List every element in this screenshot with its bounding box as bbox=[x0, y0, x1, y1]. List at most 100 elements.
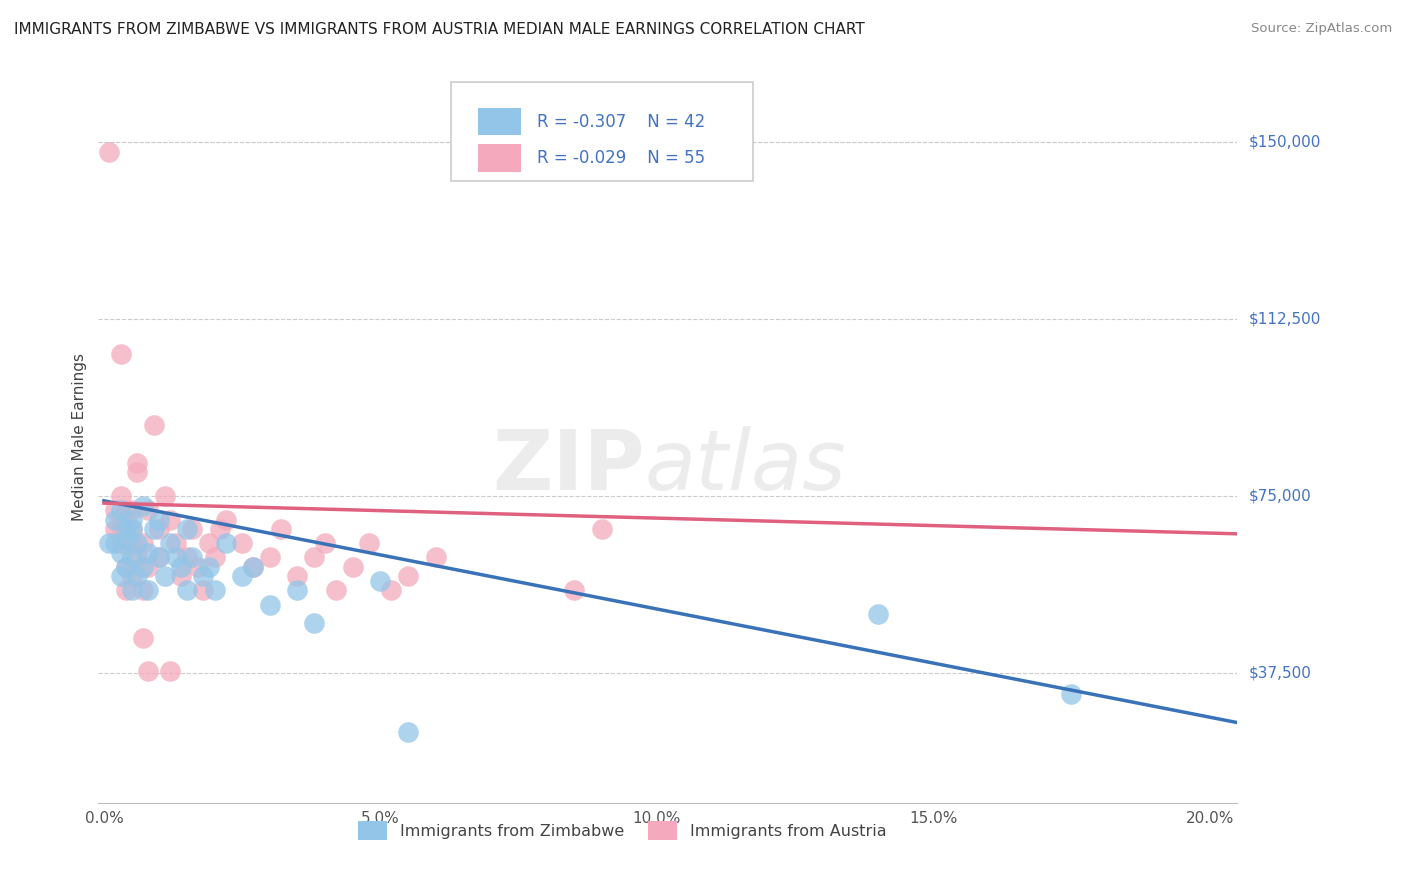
Text: ZIP: ZIP bbox=[492, 425, 645, 507]
Point bbox=[380, 583, 402, 598]
Point bbox=[231, 569, 253, 583]
Point bbox=[136, 546, 159, 560]
Point bbox=[110, 347, 132, 361]
Point bbox=[115, 532, 138, 546]
Point bbox=[562, 583, 585, 598]
Point bbox=[198, 559, 221, 574]
Y-axis label: Median Male Earnings: Median Male Earnings bbox=[72, 353, 87, 521]
Text: $75,000: $75,000 bbox=[1249, 489, 1310, 504]
Point bbox=[98, 536, 121, 550]
Point bbox=[159, 664, 181, 678]
Point bbox=[131, 499, 153, 513]
Point bbox=[259, 598, 281, 612]
Point bbox=[110, 522, 132, 536]
Point bbox=[370, 574, 392, 588]
Point bbox=[131, 536, 153, 550]
Point bbox=[214, 536, 236, 550]
Point bbox=[325, 583, 347, 598]
Point bbox=[159, 536, 181, 550]
Point bbox=[104, 513, 127, 527]
Point bbox=[110, 503, 132, 517]
Point bbox=[425, 550, 447, 565]
Point bbox=[204, 583, 226, 598]
Point bbox=[115, 583, 138, 598]
Point bbox=[187, 559, 209, 574]
Point bbox=[866, 607, 889, 621]
Point bbox=[136, 503, 159, 517]
Point bbox=[148, 550, 170, 565]
Point bbox=[110, 569, 132, 583]
Point bbox=[1060, 687, 1083, 701]
Point bbox=[121, 513, 143, 527]
Point bbox=[302, 550, 325, 565]
Point bbox=[127, 466, 149, 480]
Point bbox=[110, 536, 132, 550]
Point bbox=[121, 550, 143, 565]
Point bbox=[110, 546, 132, 560]
Point bbox=[176, 583, 198, 598]
Point bbox=[104, 503, 127, 517]
Point bbox=[142, 418, 165, 433]
Point bbox=[131, 559, 153, 574]
Point bbox=[121, 583, 143, 598]
Point bbox=[396, 569, 419, 583]
Point bbox=[131, 583, 153, 598]
Point bbox=[259, 550, 281, 565]
Point bbox=[287, 583, 309, 598]
Point bbox=[136, 583, 159, 598]
Point bbox=[115, 559, 138, 574]
Point bbox=[209, 522, 232, 536]
Point bbox=[591, 522, 613, 536]
Text: Source: ZipAtlas.com: Source: ZipAtlas.com bbox=[1251, 22, 1392, 36]
Point bbox=[148, 513, 170, 527]
Point bbox=[287, 569, 309, 583]
Point bbox=[153, 569, 176, 583]
Point bbox=[181, 550, 204, 565]
Point bbox=[115, 559, 138, 574]
Point bbox=[127, 569, 149, 583]
Point bbox=[176, 522, 198, 536]
Bar bbox=[478, 145, 522, 172]
Point bbox=[159, 513, 181, 527]
Point bbox=[148, 550, 170, 565]
Point bbox=[148, 522, 170, 536]
Point bbox=[121, 569, 143, 583]
Point bbox=[359, 536, 381, 550]
Point bbox=[193, 583, 215, 598]
FancyBboxPatch shape bbox=[451, 82, 754, 181]
Point bbox=[314, 536, 336, 550]
Point bbox=[165, 550, 187, 565]
Text: atlas: atlas bbox=[645, 425, 846, 507]
Point bbox=[231, 536, 253, 550]
Point bbox=[121, 536, 143, 550]
Legend: Immigrants from Zimbabwe, Immigrants from Austria: Immigrants from Zimbabwe, Immigrants fro… bbox=[352, 814, 893, 846]
Point bbox=[127, 536, 149, 550]
Point bbox=[104, 536, 127, 550]
Point bbox=[165, 536, 187, 550]
Point bbox=[204, 550, 226, 565]
Point bbox=[131, 631, 153, 645]
Point bbox=[98, 17, 121, 31]
Text: $112,500: $112,500 bbox=[1249, 311, 1320, 326]
Point bbox=[214, 513, 236, 527]
Point bbox=[121, 503, 143, 517]
Point bbox=[115, 522, 138, 536]
Point bbox=[396, 725, 419, 739]
Point bbox=[302, 616, 325, 631]
Point bbox=[127, 456, 149, 470]
Point bbox=[176, 550, 198, 565]
Bar bbox=[478, 108, 522, 136]
Point bbox=[121, 522, 143, 536]
Point bbox=[98, 145, 121, 159]
Point bbox=[242, 559, 264, 574]
Point bbox=[170, 559, 193, 574]
Point bbox=[270, 522, 292, 536]
Text: R = -0.029    N = 55: R = -0.029 N = 55 bbox=[537, 149, 704, 167]
Point bbox=[121, 522, 143, 536]
Text: R = -0.307    N = 42: R = -0.307 N = 42 bbox=[537, 112, 706, 130]
Point bbox=[170, 569, 193, 583]
Point bbox=[136, 559, 159, 574]
Point bbox=[181, 522, 204, 536]
Text: IMMIGRANTS FROM ZIMBABWE VS IMMIGRANTS FROM AUSTRIA MEDIAN MALE EARNINGS CORRELA: IMMIGRANTS FROM ZIMBABWE VS IMMIGRANTS F… bbox=[14, 22, 865, 37]
Point bbox=[242, 559, 264, 574]
